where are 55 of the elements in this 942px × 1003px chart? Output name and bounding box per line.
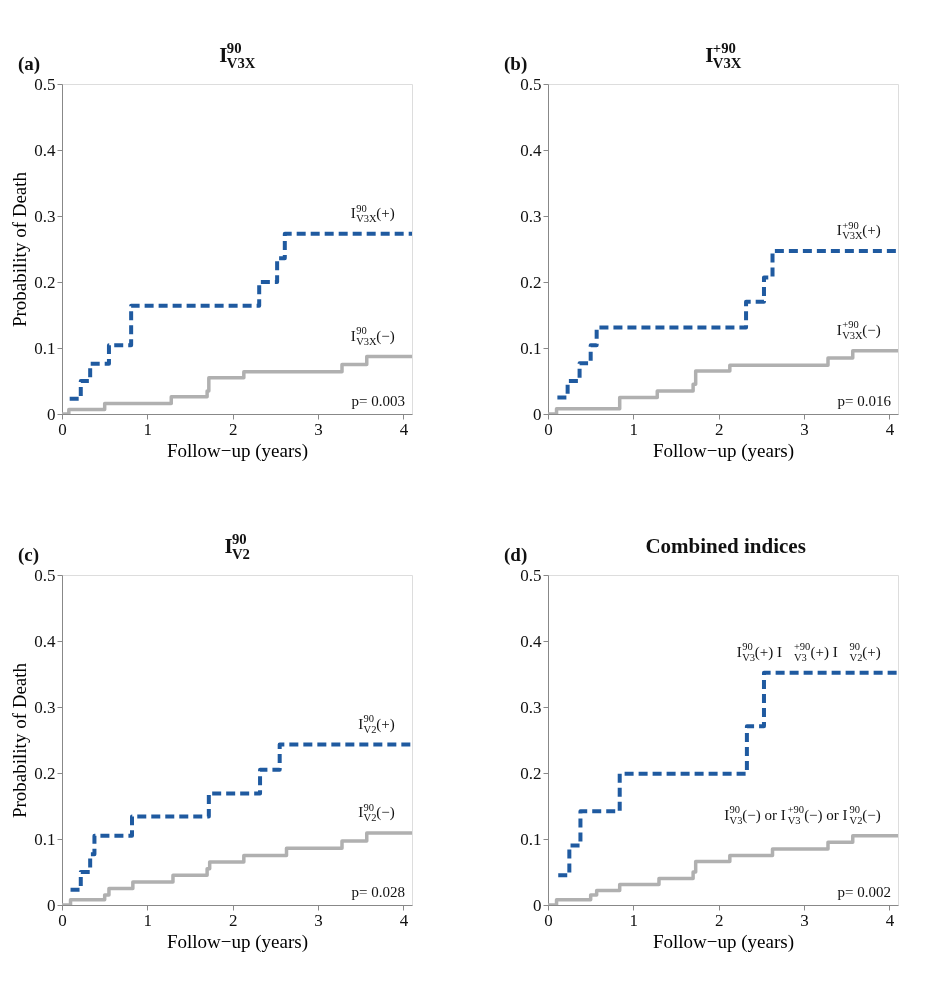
x-axis-title: Follow−up (years) [166,439,309,462]
text: (d) [504,544,528,566]
y-tick-label: 0.1 [34,338,56,358]
y-tick-label: 0.1 [520,338,542,358]
y-tick-label: 0.5 [34,565,56,585]
x-tick-label: 2 [714,419,724,439]
y-tick-label: 0.2 [520,272,542,292]
x-axis-title: Follow−up (years) [166,930,309,953]
chart-title: Combined indices [645,534,806,558]
x-tick-label: 4 [885,910,895,930]
y-tick-label: 0.4 [520,631,542,651]
x-tick-label: 4 [399,419,409,439]
x-tick-label: 3 [800,419,809,439]
text: (c) [18,544,40,566]
y-tick-label: 0 [533,895,542,915]
x-axis-title: Follow−up (years) [652,439,795,462]
text: (b) [504,53,528,75]
x-tick-label: 2 [228,419,238,439]
y-tick-label: 0.3 [34,697,56,717]
y-tick-label: 0.3 [34,206,56,226]
y-tick-label: 0.2 [520,763,542,783]
y-tick-label: 0 [533,404,542,424]
x-tick-label: 1 [143,419,153,439]
y-tick-label: 0.3 [520,206,542,226]
annotation: p= 0.028 [351,884,406,900]
y-tick-label: 0.5 [34,74,56,94]
y-tick-label: 0.2 [34,272,56,292]
y-tick-label: 0.4 [520,140,542,160]
x-tick-label: 3 [800,910,809,930]
x-tick-label: 2 [714,910,724,930]
x-tick-label: 1 [629,419,639,439]
x-axis-title: Follow−up (years) [652,930,795,953]
y-axis-title: Probability of Death [9,662,31,819]
y-tick-label: 0.2 [34,763,56,783]
y-tick-label: 0.5 [520,565,542,585]
x-tick-label: 2 [228,910,238,930]
x-tick-label: 3 [314,419,323,439]
x-tick-label: 1 [629,910,639,930]
x-tick-label: 3 [314,910,323,930]
y-tick-label: 0.1 [34,829,56,849]
y-axis-title: Probability of Death [9,171,31,328]
y-tick-label: 0.3 [520,697,542,717]
y-tick-label: 0.1 [520,829,542,849]
y-tick-label: 0 [47,404,56,424]
y-tick-label: 0.4 [34,140,56,160]
y-tick-label: 0.5 [520,74,542,94]
text: (a) [18,53,41,75]
x-tick-label: 4 [399,910,409,930]
annotation: p= 0.002 [837,884,892,900]
y-tick-label: 0.4 [34,631,56,651]
y-tick-label: 0 [47,895,56,915]
x-tick-label: 4 [885,419,895,439]
annotation: p= 0.016 [837,393,892,409]
annotation: p= 0.003 [351,393,406,409]
x-tick-label: 1 [143,910,153,930]
